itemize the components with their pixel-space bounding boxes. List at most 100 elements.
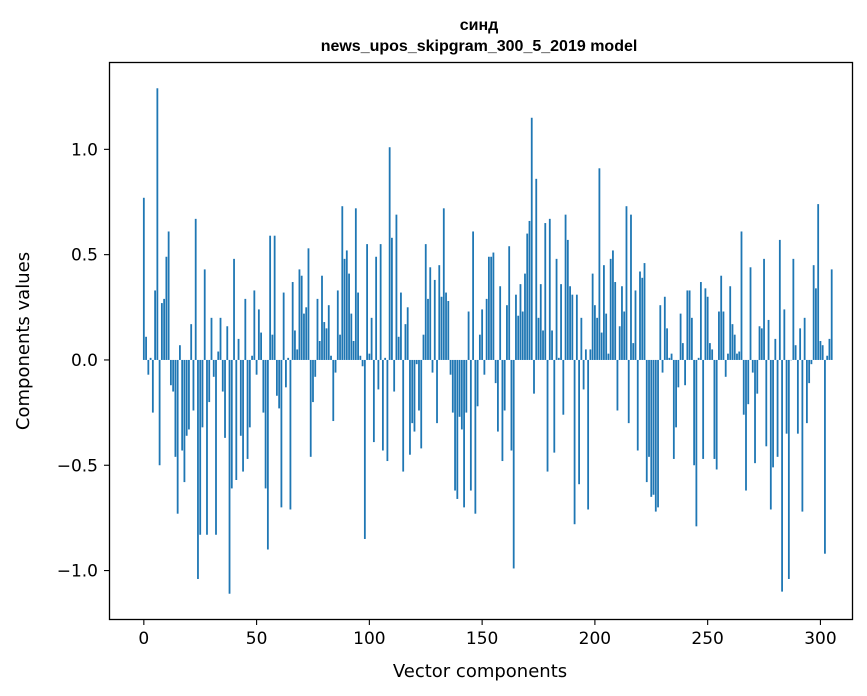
bar [442, 208, 445, 360]
bar [524, 273, 526, 360]
bar [226, 326, 229, 360]
bar [526, 233, 529, 360]
bar [521, 311, 524, 360]
bar [553, 359, 556, 453]
bar [796, 359, 799, 434]
bar [494, 359, 497, 384]
bar [738, 351, 741, 360]
bar [639, 271, 641, 360]
bar [183, 359, 186, 483]
bar [724, 359, 727, 377]
bar [255, 359, 258, 375]
bar [472, 231, 474, 360]
bar [515, 294, 517, 360]
bar [429, 267, 432, 360]
bar [458, 359, 461, 417]
bar [172, 359, 175, 392]
bar [690, 317, 693, 360]
bar [282, 292, 285, 360]
y-tick-label: 1.0 [71, 140, 98, 160]
bar [149, 357, 152, 360]
bar [420, 359, 423, 449]
bar [370, 317, 373, 360]
bar [582, 359, 585, 390]
bar [262, 359, 265, 413]
bar [372, 359, 375, 443]
bar [499, 286, 502, 360]
bar [433, 279, 436, 360]
bar [623, 311, 626, 360]
bar [474, 359, 477, 514]
bar [492, 252, 495, 360]
bar [176, 359, 179, 514]
bar [821, 345, 824, 360]
bar [560, 284, 562, 360]
bar [648, 359, 650, 457]
bar [316, 298, 319, 360]
bar [422, 334, 425, 360]
bar [339, 334, 341, 360]
bar [199, 359, 202, 535]
bar [702, 359, 705, 459]
bar [411, 359, 414, 424]
bar [612, 250, 614, 360]
bar [336, 290, 339, 360]
bar [201, 359, 204, 428]
bar [363, 359, 366, 539]
bar [323, 322, 326, 360]
bar [566, 239, 569, 360]
bar [142, 197, 145, 360]
bar [273, 235, 276, 360]
bar [188, 359, 190, 430]
bar [675, 359, 677, 428]
bar [481, 309, 484, 360]
bar [147, 359, 150, 375]
x-tick-label: 100 [353, 629, 385, 649]
bar [729, 286, 732, 360]
bar [571, 294, 574, 360]
bar [357, 292, 359, 360]
bar [296, 349, 299, 360]
bar [776, 359, 779, 457]
bar [456, 359, 459, 499]
bar [704, 288, 707, 360]
bar [533, 359, 535, 394]
bar [237, 338, 240, 360]
bar [603, 265, 605, 360]
bar [706, 296, 709, 360]
bar [808, 359, 811, 384]
bar [828, 338, 831, 360]
bar [190, 324, 193, 360]
bar [684, 359, 686, 386]
bar [501, 359, 504, 462]
bar [194, 218, 197, 360]
bar [361, 359, 364, 367]
bar [812, 265, 815, 360]
bar [736, 353, 738, 360]
bar [460, 359, 463, 430]
bar [210, 317, 213, 360]
bar [327, 305, 330, 360]
bar [754, 359, 756, 464]
bar [765, 359, 768, 447]
bar [756, 359, 759, 394]
bar [303, 313, 305, 360]
bar [544, 223, 547, 360]
bar [278, 359, 281, 409]
bar [343, 258, 346, 360]
bar [695, 359, 698, 527]
bar [564, 214, 567, 360]
y-axis-label: Components values [13, 252, 34, 430]
bar [772, 359, 774, 468]
bar [406, 307, 409, 360]
bar [402, 359, 405, 472]
bar [264, 359, 267, 489]
bar [548, 218, 551, 360]
bar [158, 359, 161, 466]
bar [792, 258, 795, 360]
bar [506, 305, 508, 360]
bar [197, 359, 199, 579]
bar [307, 248, 310, 360]
bar [490, 256, 493, 360]
